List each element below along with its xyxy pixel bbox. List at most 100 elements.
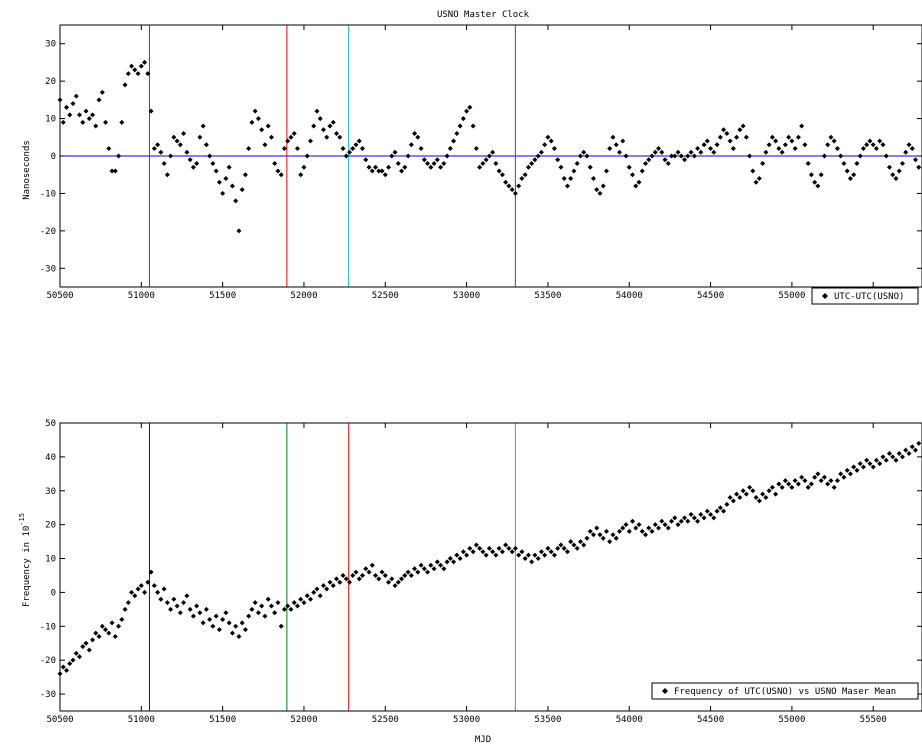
data-point xyxy=(122,606,128,612)
data-point xyxy=(535,556,541,562)
data-point xyxy=(714,142,720,148)
data-point xyxy=(301,164,307,170)
plot-frame xyxy=(59,422,922,712)
data-point xyxy=(841,474,847,480)
y-tick-label: 20 xyxy=(45,521,56,531)
x-tick-label: 52000 xyxy=(290,715,317,725)
data-point xyxy=(516,552,522,558)
data-point xyxy=(773,491,779,497)
data-point xyxy=(701,142,707,148)
data-point xyxy=(83,640,89,646)
data-point xyxy=(662,522,668,528)
data-point xyxy=(451,138,457,144)
data-point xyxy=(802,478,808,484)
data-point xyxy=(854,467,860,473)
data-point xyxy=(782,478,788,484)
data-point xyxy=(503,179,509,185)
data-point xyxy=(503,542,509,548)
data-point xyxy=(734,134,740,140)
data-point xyxy=(67,112,73,118)
data-point xyxy=(880,142,886,148)
x-tick-label: 53000 xyxy=(453,715,480,725)
data-point xyxy=(903,149,909,155)
data-point xyxy=(132,67,138,73)
legend-box xyxy=(811,287,919,305)
data-point xyxy=(870,142,876,148)
data-point xyxy=(86,647,92,653)
data-point xyxy=(734,491,740,497)
data-point xyxy=(763,149,769,155)
data-point xyxy=(252,108,258,114)
data-point xyxy=(607,146,613,152)
x-tick-label: 52500 xyxy=(372,715,399,725)
data-point xyxy=(522,556,528,562)
data-point xyxy=(493,552,499,558)
data-point xyxy=(80,644,86,650)
data-point xyxy=(825,481,831,487)
data-point xyxy=(363,157,369,163)
data-point xyxy=(366,569,372,575)
data-point xyxy=(451,559,457,565)
data-point xyxy=(916,164,922,170)
data-point xyxy=(184,149,190,155)
data-point xyxy=(669,518,675,524)
data-point xyxy=(298,596,304,602)
data-point xyxy=(629,518,635,524)
data-point xyxy=(727,495,733,501)
data-point xyxy=(805,160,811,166)
x-tick-label: 53500 xyxy=(534,715,561,725)
data-point xyxy=(587,528,593,534)
data-point xyxy=(916,440,922,446)
data-point xyxy=(350,572,356,578)
data-point xyxy=(223,610,229,616)
data-point xyxy=(834,146,840,152)
data-point xyxy=(103,119,109,125)
data-point xyxy=(711,515,717,521)
data-point xyxy=(506,545,512,551)
data-point xyxy=(909,146,915,152)
data-point xyxy=(177,142,183,148)
data-point xyxy=(893,457,899,463)
data-point xyxy=(337,134,343,140)
data-point xyxy=(255,116,261,122)
data-point xyxy=(623,522,629,528)
data-point xyxy=(428,562,434,568)
legend-label: UTC-UTC(USNO) xyxy=(834,292,904,302)
data-point xyxy=(125,600,131,606)
data-point xyxy=(460,549,466,555)
data-point xyxy=(691,153,697,159)
data-point xyxy=(116,153,122,159)
data-point xyxy=(529,160,535,166)
data-point xyxy=(151,146,157,152)
data-point xyxy=(639,168,645,174)
data-point xyxy=(899,454,905,460)
data-point xyxy=(203,606,209,612)
data-point xyxy=(103,627,109,633)
y-axis-label: Frequency in 10-15 xyxy=(18,513,32,607)
data-point xyxy=(834,478,840,484)
data-point xyxy=(356,138,362,144)
data-point xyxy=(386,579,392,585)
data-point xyxy=(93,123,99,129)
data-point xyxy=(386,164,392,170)
data-point xyxy=(210,160,216,166)
data-point xyxy=(197,610,203,616)
y-tick-label: 30 xyxy=(45,40,56,50)
data-point xyxy=(151,583,157,589)
data-point xyxy=(93,630,99,636)
data-point xyxy=(685,518,691,524)
data-point xyxy=(577,539,583,545)
data-point xyxy=(799,474,805,480)
data-point xyxy=(603,528,609,534)
data-point xyxy=(652,522,658,528)
data-point xyxy=(242,172,248,178)
data-point xyxy=(890,454,896,460)
data-point xyxy=(870,464,876,470)
data-point xyxy=(223,175,229,181)
y-tick-label: -10 xyxy=(40,189,56,199)
data-point xyxy=(525,164,531,170)
data-point xyxy=(285,603,291,609)
data-point xyxy=(379,569,385,575)
data-point xyxy=(314,586,320,592)
